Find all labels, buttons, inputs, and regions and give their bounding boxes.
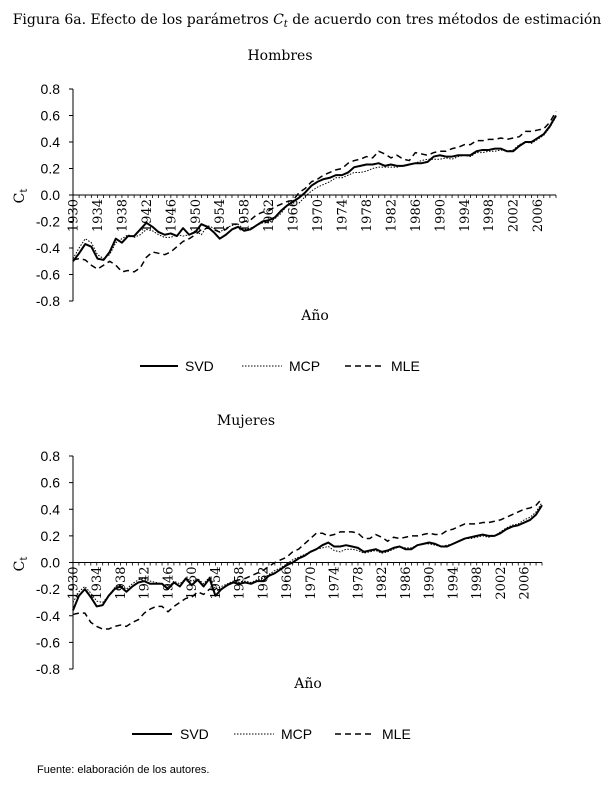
chart-hombres: Hombres Ct Año SVD MCP MLE 0.8 0.6 0.4 0.2 0…	[12, 48, 557, 374]
series-mle-hombres	[72, 111, 557, 273]
x-tick-label-hombres: 1970	[311, 199, 326, 232]
x-tick-label-hombres: 1930	[67, 199, 82, 232]
legend-mle-label-mujeres: MLE	[382, 726, 411, 742]
x-axis-label-hombres: Año	[300, 308, 329, 324]
y-tick-label-hombres: 0.4	[41, 134, 61, 150]
y-tick-label-hombres: -0.8	[36, 293, 60, 309]
x-tick-label-hombres: 2002	[507, 199, 522, 232]
series-svd-hombres	[72, 115, 557, 262]
x-tick-label-mujeres: 1998	[470, 567, 485, 600]
x-tick-label-mujeres: 1934	[90, 567, 105, 600]
x-tick-label-mujeres: 1986	[399, 567, 414, 600]
x-tick-label-hombres: 1942	[140, 199, 155, 232]
x-tick-label-mujeres: 1942	[138, 567, 153, 600]
y-tick-label-mujeres: 0.8	[41, 448, 61, 464]
x-tick-label-hombres: 1998	[482, 199, 497, 232]
y-tick-label-mujeres: -0.6	[36, 634, 60, 650]
y-tick-label-hombres: -0.6	[36, 267, 60, 283]
y-tick-label-mujeres: -0.8	[36, 661, 60, 677]
y-tick-label-mujeres: -0.2	[36, 581, 60, 597]
x-tick-label-hombres: 1950	[189, 199, 204, 232]
x-tick-label-hombres: 2006	[531, 199, 546, 232]
y-tick-label-hombres: 0.8	[41, 81, 61, 97]
x-tick-label-hombres: 1974	[336, 199, 351, 232]
series-mle-mujeres	[72, 498, 543, 630]
y-tick-label-hombres: 0.6	[41, 108, 61, 124]
series-mcp-mujeres	[72, 502, 543, 603]
x-tick-label-hombres: 1990	[433, 199, 448, 232]
x-tick-label-mujeres: 1930	[67, 567, 82, 600]
x-tick-label-mujeres: 1970	[304, 567, 319, 600]
x-tick-label-hombres: 1958	[238, 199, 253, 232]
x-tick-label-mujeres: 2006	[518, 567, 533, 600]
x-tick-label-mujeres: 2002	[494, 567, 509, 600]
y-tick-label-mujeres: 0.4	[41, 501, 61, 517]
y-tick-label-mujeres: -0.4	[36, 608, 60, 624]
y-tick-label-hombres: -0.2	[36, 214, 60, 230]
x-tick-label-hombres: 1946	[164, 199, 179, 232]
x-axis-label-mujeres: Año	[293, 676, 322, 692]
y-tick-label-hombres: 0.0	[41, 187, 61, 203]
x-tick-label-mujeres: 1938	[114, 567, 129, 600]
x-tick-label-hombres: 1994	[458, 199, 473, 232]
series-svd-mujeres	[72, 504, 543, 611]
chart-title-mujeres: Mujeres	[217, 413, 275, 429]
legend-hombres: SVD MCP MLE	[140, 358, 420, 374]
y-tick-label-mujeres: 0.2	[41, 528, 61, 544]
legend-svd-label-mujeres: SVD	[180, 726, 209, 742]
x-tick-label-hombres: 1934	[91, 199, 106, 232]
y-axis-label-hombres: Ct	[12, 189, 30, 204]
x-tick-label-hombres: 1966	[287, 199, 302, 232]
figure-title: Figura 6a. Efecto de los parámetros Ct d…	[13, 12, 602, 30]
y-tick-label-mujeres: 0.0	[41, 555, 61, 571]
x-tick-label-mujeres: 1946	[161, 567, 176, 600]
chart-mujeres: Mujeres Ct Año SVD MCP MLE 0.8 0.6 0.4 0.2 0…	[12, 413, 543, 742]
source-note: Fuente: elaboración de los autores.	[37, 764, 209, 776]
x-tick-label-hombres: 1938	[115, 199, 130, 232]
legend-mle-label-hombres: MLE	[391, 358, 420, 374]
y-tick-label-mujeres: 0.6	[41, 475, 61, 491]
legend-mcp-label-mujeres: MCP	[281, 726, 312, 742]
legend-mujeres: SVD MCP MLE	[132, 726, 411, 742]
y-tick-label-hombres: -0.4	[36, 240, 60, 256]
legend-svd-label-hombres: SVD	[185, 358, 214, 374]
x-tick-label-mujeres: 1994	[446, 567, 461, 600]
chart-title-hombres: Hombres	[247, 48, 312, 64]
x-tick-label-hombres: 1962	[262, 199, 277, 232]
x-tick-label-mujeres: 1974	[328, 567, 343, 600]
y-tick-label-hombres: 0.2	[41, 161, 61, 177]
x-tick-label-mujeres: 1962	[256, 567, 271, 600]
x-tick-label-hombres: 1978	[360, 199, 375, 232]
x-tick-label-mujeres: 1978	[351, 567, 366, 600]
x-tick-label-hombres: 1954	[213, 199, 228, 232]
x-tick-label-mujeres: 1966	[280, 567, 295, 600]
y-axis-label-mujeres: Ct	[12, 557, 30, 572]
x-tick-label-mujeres: 1990	[423, 567, 438, 600]
x-tick-label-mujeres: 1982	[375, 567, 390, 600]
series-mcp-hombres	[72, 116, 557, 260]
x-tick-label-hombres: 1986	[409, 199, 424, 232]
legend-mcp-label-hombres: MCP	[289, 358, 320, 374]
x-tick-label-hombres: 1982	[384, 199, 399, 232]
